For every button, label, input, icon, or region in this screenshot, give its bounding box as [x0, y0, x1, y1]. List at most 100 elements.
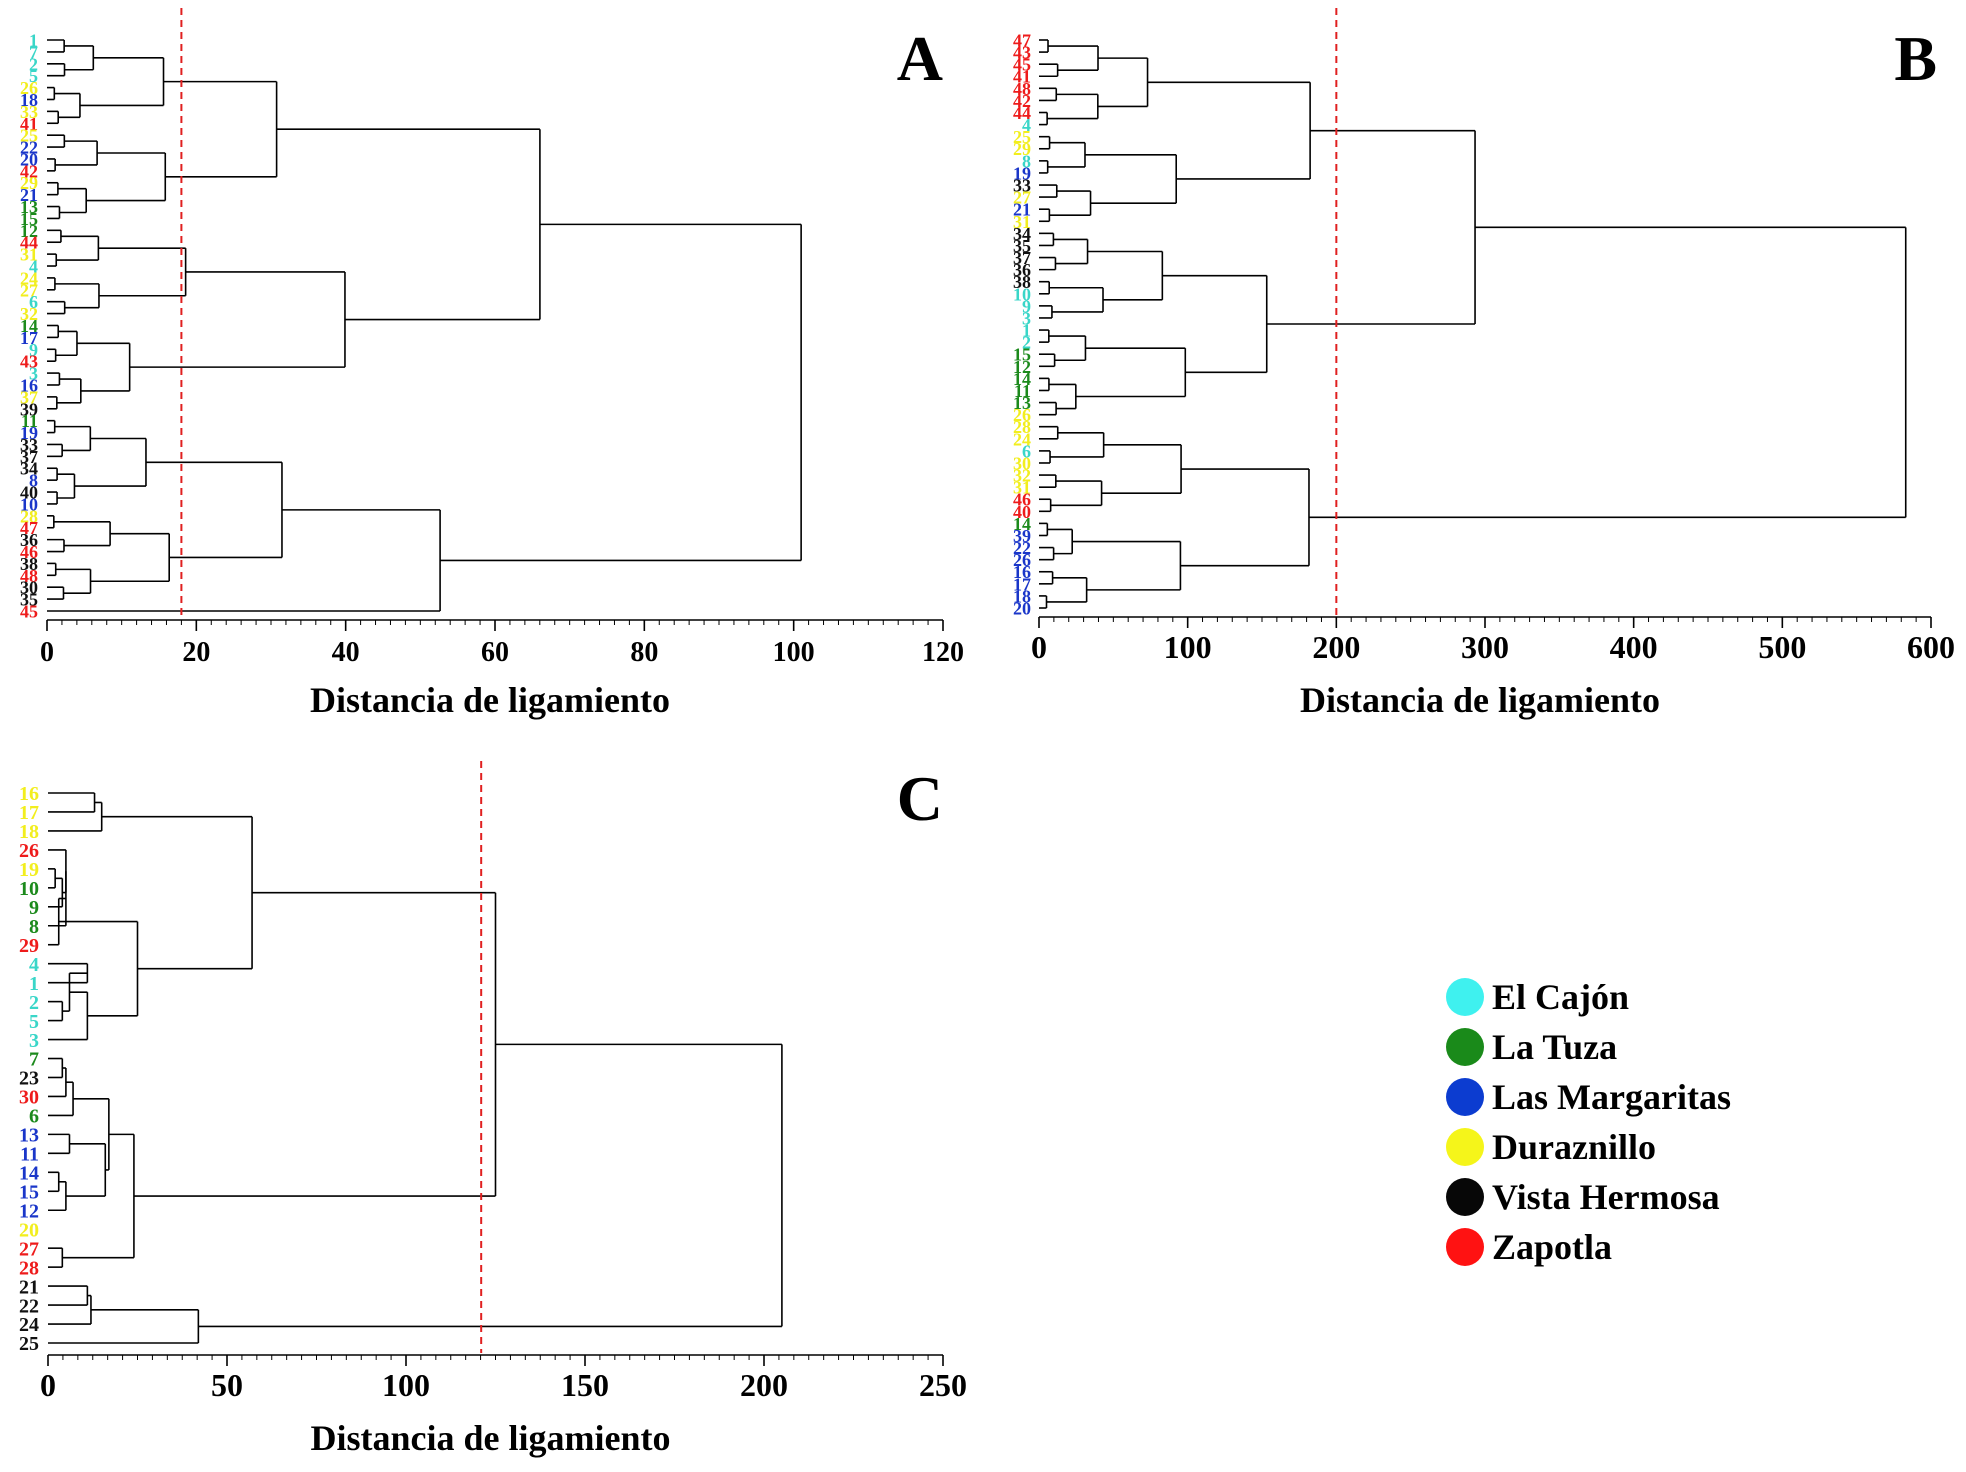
leaf-label: 29 [19, 935, 39, 957]
x-axis-title: Distancia de ligamiento [311, 1418, 671, 1458]
leaf-label: 3 [29, 1030, 39, 1052]
legend-swatch-duraznillo [1446, 1128, 1484, 1166]
leaf-label: 17 [20, 328, 38, 348]
leaf-label: 20 [19, 1219, 39, 1241]
leaf-label: 21 [1013, 200, 1031, 220]
leaf-label: 3 [1022, 308, 1031, 328]
x-tick-label: 250 [919, 1367, 967, 1403]
x-tick-label: 0 [40, 637, 54, 668]
leaf-label: 22 [20, 138, 38, 158]
leaf-label: 23 [19, 1068, 39, 1090]
leaf-label: 31 [1013, 212, 1031, 232]
leaf-label: 15 [20, 209, 38, 229]
leaf-label: 27 [1013, 188, 1031, 208]
leaf-label: 17 [19, 802, 39, 824]
leaf-label: 44 [1013, 103, 1031, 123]
leaf-label: 11 [20, 1144, 39, 1166]
panel-letter: A [897, 23, 943, 94]
legend-label-zapotla: Zapotla [1492, 1227, 1612, 1267]
leaf-label: 42 [20, 161, 38, 181]
leaf-label: 29 [1013, 139, 1031, 159]
leaf-label: 17 [1013, 574, 1031, 594]
leaf-label: 5 [29, 1011, 39, 1033]
x-tick-label: 20 [182, 637, 210, 668]
leaf-label: 11 [1014, 381, 1031, 401]
leaf-label: 25 [1013, 127, 1031, 147]
leaf-label: 22 [1013, 538, 1031, 558]
leaf-label: 6 [29, 1106, 39, 1128]
leaf-label: 38 [1013, 272, 1031, 292]
leaf-label: 12 [1013, 357, 1031, 377]
leaf-label: 19 [20, 423, 38, 443]
legend-label-las-margaritas: Las Margaritas [1492, 1077, 1731, 1117]
x-tick-label: 200 [1312, 629, 1360, 665]
leaf-label: 18 [1013, 586, 1031, 606]
x-tick-label: 120 [922, 637, 964, 668]
leaf-label: 36 [20, 530, 38, 550]
leaf-label: 9 [1022, 296, 1031, 316]
leaf-label: 22 [19, 1295, 39, 1317]
dendrogram-panel-b: 4743454148424442529819332721313435373638… [1013, 8, 1955, 720]
x-axis-title: Distancia de ligamiento [310, 680, 670, 720]
x-tick-label: 100 [773, 637, 815, 668]
leaf-label: 32 [1013, 466, 1031, 486]
leaf-label: 36 [1013, 260, 1031, 280]
leaf-label: 21 [19, 1276, 39, 1298]
x-tick-label: 200 [740, 1367, 788, 1403]
x-tick-label: 100 [1164, 629, 1212, 665]
x-tick-label: 50 [211, 1367, 243, 1403]
leaf-label: 6 [1022, 441, 1031, 461]
leaf-label: 14 [19, 1163, 39, 1185]
leaf-label: 45 [20, 601, 38, 621]
leaf-label: 7 [29, 1049, 39, 1071]
leaf-label: 38 [20, 554, 38, 574]
leaf-label: 26 [20, 78, 38, 98]
leaf-label: 24 [19, 1314, 39, 1336]
leaf-label: 41 [1013, 67, 1031, 87]
leaf-label: 30 [19, 1087, 39, 1109]
x-tick-label: 500 [1758, 629, 1806, 665]
leaf-label: 8 [29, 471, 38, 491]
leaf-label: 1 [29, 30, 38, 50]
leaf-label: 19 [1013, 163, 1031, 183]
legend-label-duraznillo: Duraznillo [1492, 1127, 1656, 1167]
leaf-label: 43 [1013, 43, 1031, 63]
leaf-label: 14 [1013, 514, 1031, 534]
leaf-label: 40 [20, 483, 38, 503]
leaf-label: 20 [1013, 598, 1031, 618]
leaf-label: 47 [1013, 30, 1031, 50]
leaf-label: 5 [29, 66, 38, 86]
leaf-label: 27 [19, 1238, 39, 1260]
x-tick-label: 150 [561, 1367, 609, 1403]
leaf-label: 42 [1013, 91, 1031, 111]
leaf-label: 46 [20, 542, 38, 562]
leaf-label: 39 [1013, 526, 1031, 546]
leaf-label: 28 [20, 506, 38, 526]
leaf-label: 30 [1013, 453, 1031, 473]
leaf-label: 37 [20, 387, 38, 407]
leaf-label: 37 [1013, 248, 1031, 268]
leaf-label: 47 [20, 518, 38, 538]
x-axis-title: Distancia de ligamiento [1300, 680, 1660, 720]
x-tick-label: 600 [1907, 629, 1955, 665]
leaf-label: 2 [29, 992, 39, 1014]
leaf-label: 2 [1022, 333, 1031, 353]
leaf-label: 43 [20, 352, 38, 372]
leaf-label: 26 [1013, 405, 1031, 425]
leaf-label: 40 [1013, 502, 1031, 522]
leaf-label: 31 [1013, 478, 1031, 498]
leaf-label: 13 [1013, 393, 1031, 413]
leaf-label: 33 [20, 102, 38, 122]
leaf-label: 24 [1013, 429, 1031, 449]
leaf-label: 10 [19, 878, 39, 900]
leaf-label: 18 [19, 821, 39, 843]
leaf-label: 8 [29, 916, 39, 938]
x-tick-label: 0 [1031, 629, 1047, 665]
leaf-label: 16 [20, 375, 38, 395]
x-tick-label: 400 [1610, 629, 1658, 665]
x-tick-label: 80 [630, 637, 658, 668]
leaf-label: 14 [1013, 369, 1031, 389]
leaf-label: 10 [20, 494, 38, 514]
leaf-label: 12 [20, 221, 38, 241]
